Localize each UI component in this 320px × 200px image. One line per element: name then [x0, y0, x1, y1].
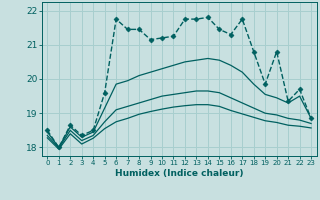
X-axis label: Humidex (Indice chaleur): Humidex (Indice chaleur)	[115, 169, 244, 178]
